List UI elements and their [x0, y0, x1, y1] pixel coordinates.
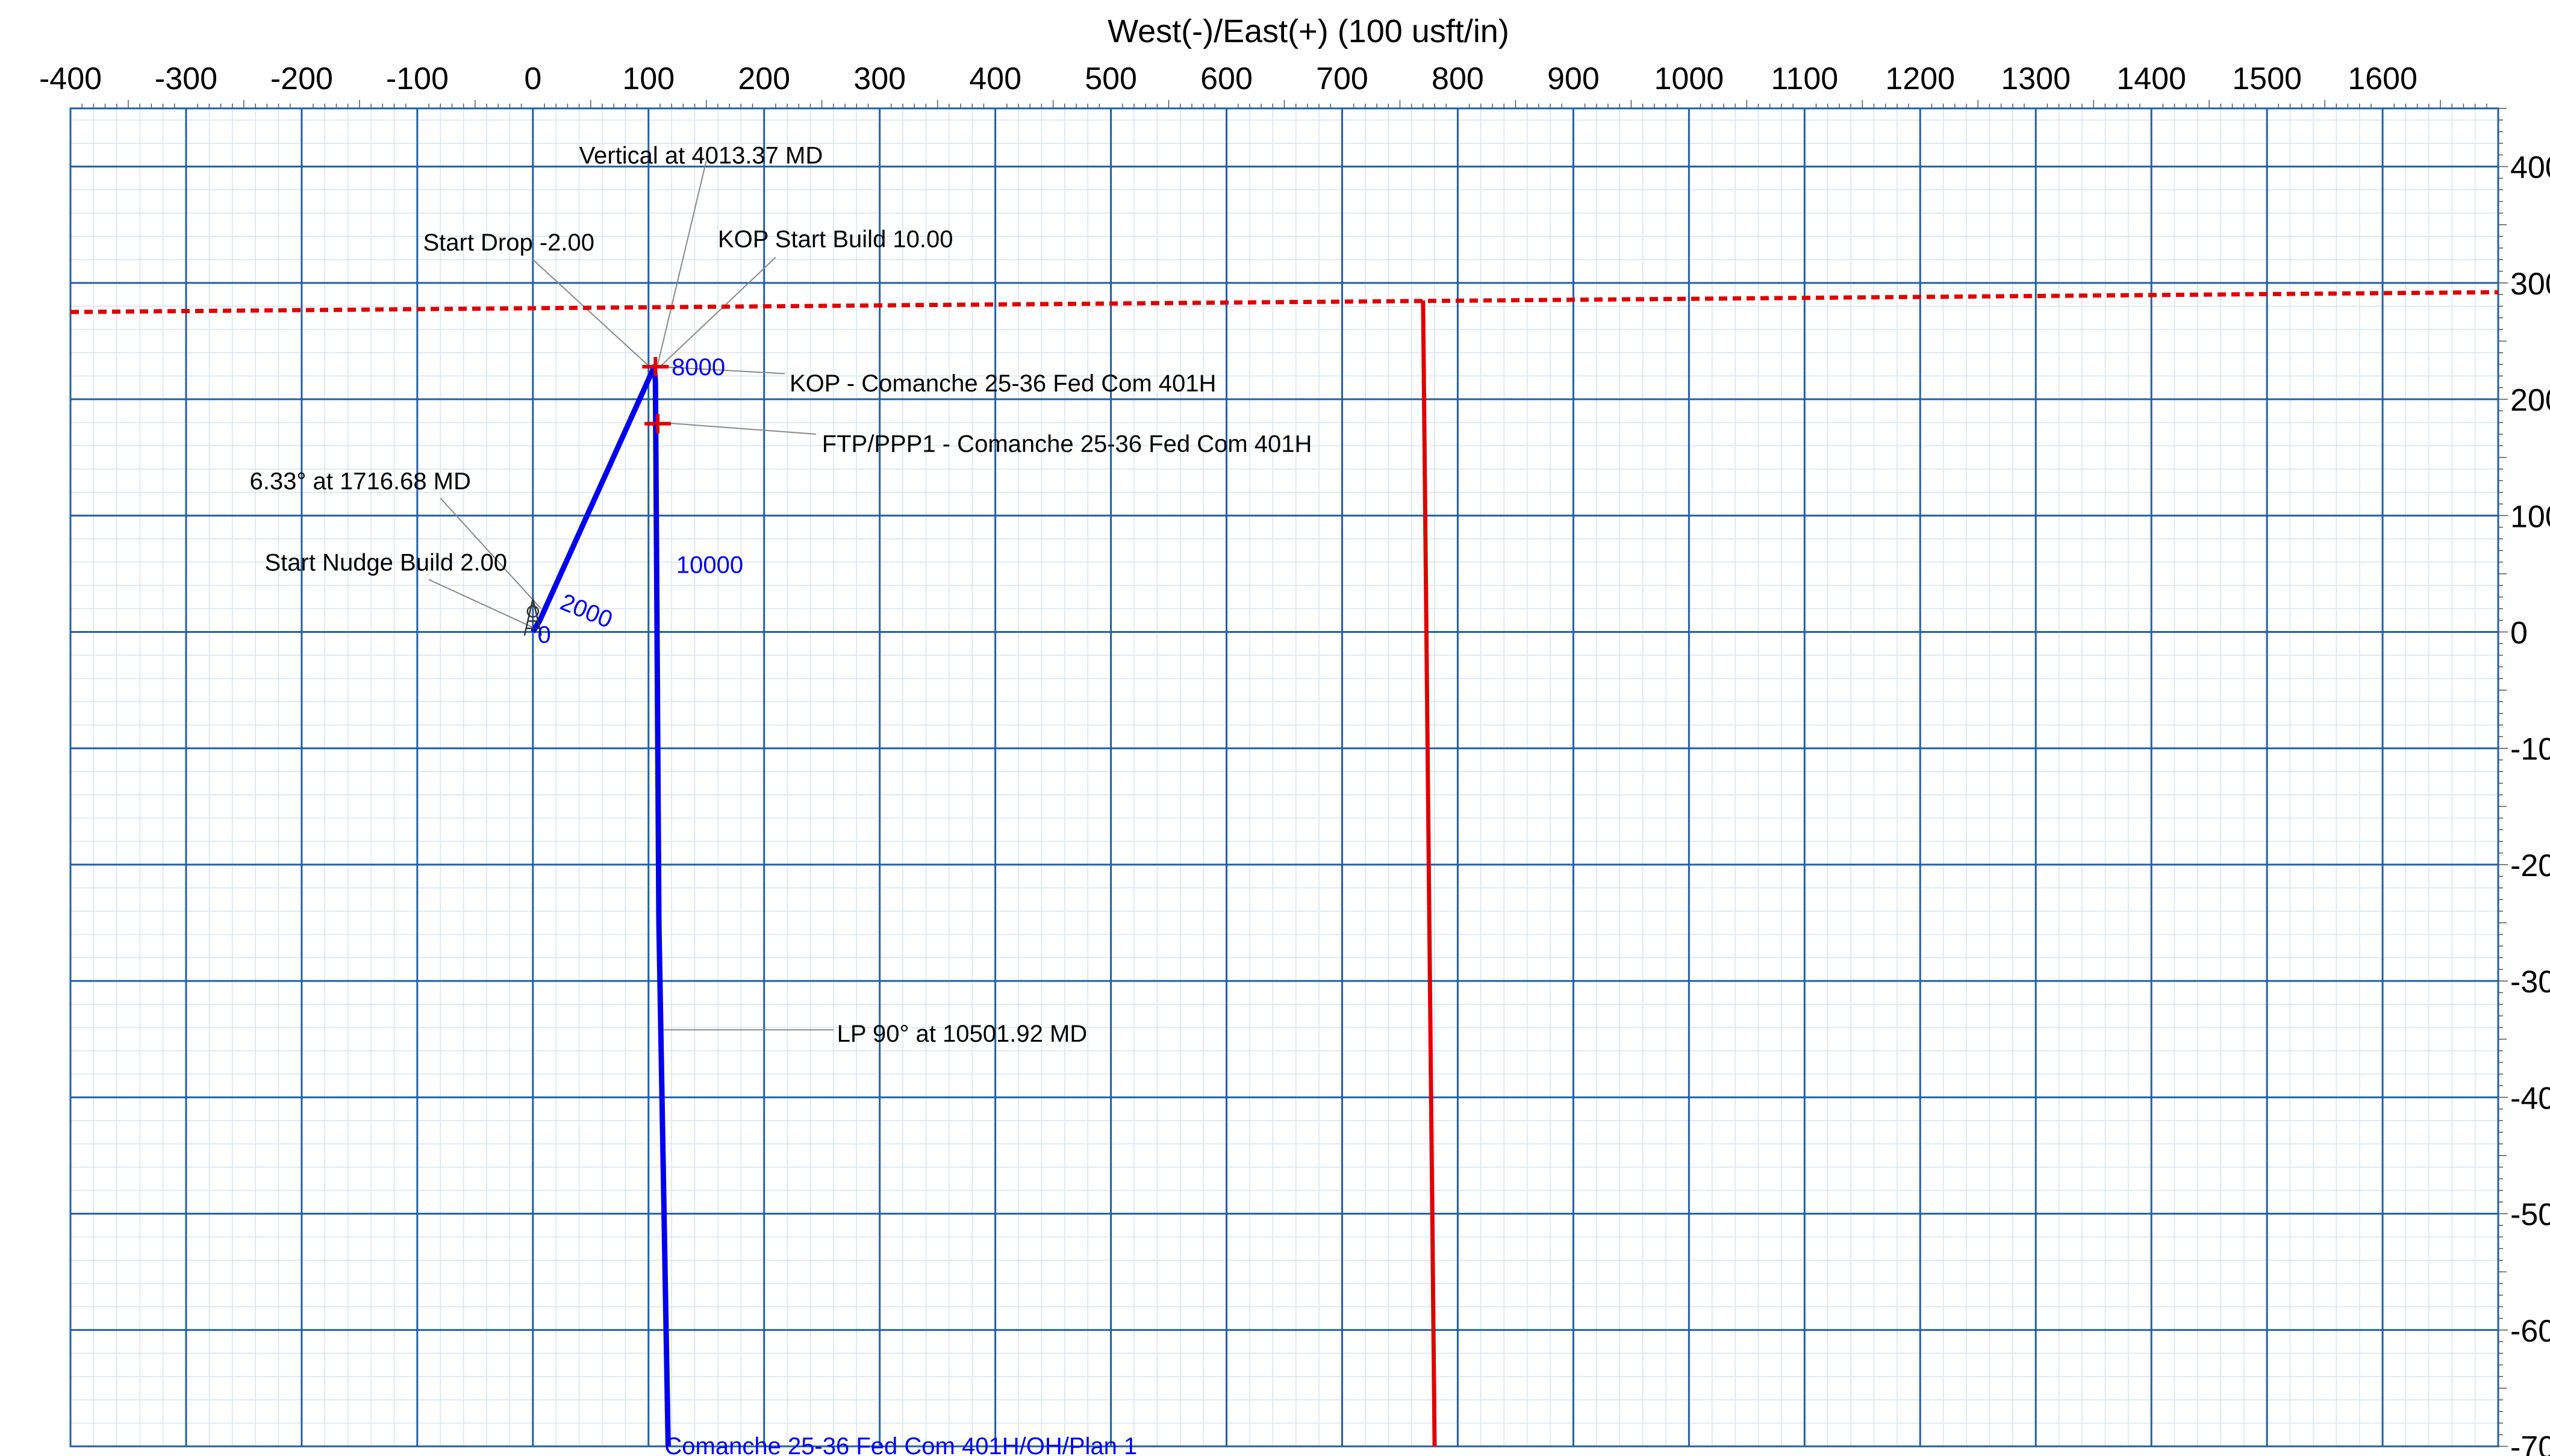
- boundary-line-dashed: [70, 290, 2499, 314]
- x-tick-label: -400: [39, 61, 102, 96]
- annotation-label: KOP - Comanche 25-36 Fed Com 401H: [790, 370, 1217, 397]
- x-tick-label: -200: [270, 61, 333, 96]
- x-tick-label: 1300: [2001, 61, 2071, 96]
- y-tick-label: 300: [2510, 267, 2550, 302]
- x-tick-label: 1100: [1771, 61, 1838, 96]
- md-label: 10000: [676, 552, 743, 578]
- x-axis-title: West(-)/East(+) (100 usft/in): [1108, 13, 1509, 49]
- y-tick-labels: 400 300 200 100 0 -100 -200 -300 -400 -500 -600 -70…: [2510, 151, 2550, 1456]
- y-tick-label: -100: [2510, 732, 2550, 767]
- md-label: 0: [537, 621, 550, 648]
- x-tick-label: 0: [524, 61, 541, 96]
- y-tick-label: 200: [2510, 383, 2550, 418]
- annotation-leader: [428, 579, 536, 629]
- annotation-labels: Vertical at 4013.37 MD Start Drop -2.00 KO…: [250, 142, 1312, 1047]
- x-tick-label: 200: [738, 61, 790, 96]
- annotation-leader: [659, 422, 817, 435]
- rig-icon: [523, 599, 543, 636]
- plan-label: Comanche 25-36 Fed Com 401H/OH/Plan 1: [664, 1433, 1137, 1456]
- y-tick-label: 400: [2510, 151, 2550, 185]
- x-tick-labels: -400 -300 -200 -100 0 100 200 300 400 500 600 700 80…: [39, 61, 2418, 96]
- target-markers: [642, 356, 672, 434]
- y-tick-label: -200: [2510, 848, 2550, 883]
- annotation-leader: [657, 160, 707, 365]
- boundary-lines: [70, 290, 2499, 1447]
- x-tick-label: 700: [1316, 61, 1368, 96]
- annotation-label: 6.33° at 1716.68 MD: [250, 468, 471, 494]
- y-tick-label: -700: [2510, 1430, 2550, 1456]
- x-tick-label: 1600: [2348, 61, 2418, 96]
- x-tick-label: 800: [1432, 61, 1484, 96]
- x-tick-label: 300: [853, 61, 906, 96]
- x-tick-label: 100: [622, 61, 675, 96]
- y-tick-label: -600: [2510, 1314, 2550, 1349]
- md-label: 8000: [672, 354, 725, 381]
- annotation-leader: [659, 366, 785, 375]
- annotation-leader: [532, 259, 652, 369]
- annotation-label: FTP/PPP1 - Comanche 25-36 Fed Com 401H: [822, 431, 1312, 457]
- x-tick-label: -300: [155, 61, 217, 96]
- annotation-label: KOP Start Build 10.00: [718, 226, 953, 252]
- x-tick-label: 600: [1200, 61, 1253, 96]
- rig-icon-shape: [523, 599, 543, 636]
- y-tick-label: 100: [2510, 499, 2550, 534]
- y-tick-label: -400: [2510, 1081, 2550, 1116]
- y-tick-label: 0: [2510, 615, 2528, 650]
- x-tick-label: 500: [1085, 61, 1137, 96]
- rig-icon-shape: [526, 605, 540, 618]
- annotation-label: Start Nudge Build 2.00: [264, 550, 507, 576]
- x-tick-label: 900: [1547, 61, 1600, 96]
- annotation-leaders: [428, 160, 834, 1031]
- y-tick-label: -500: [2510, 1198, 2550, 1233]
- x-tick-label: 400: [969, 61, 1021, 96]
- y-tick-label: -300: [2510, 965, 2550, 1000]
- minor-ticks: [81, 100, 2508, 1447]
- annotation-label: LP 90° at 10501.92 MD: [837, 1021, 1088, 1047]
- annotation-leader: [440, 497, 541, 609]
- annotation-label: Start Drop -2.00: [423, 229, 594, 256]
- x-tick-label: 1400: [2116, 61, 2186, 96]
- x-tick-label: 1500: [2232, 61, 2302, 96]
- annotation-leader: [659, 257, 776, 367]
- boundary-line-solid: [1421, 300, 1437, 1447]
- minor-grid: [70, 108, 2498, 1446]
- major-grid: [69, 108, 2499, 1448]
- annotation-label: Vertical at 4013.37 MD: [579, 142, 823, 169]
- x-tick-label: -100: [386, 61, 449, 96]
- x-tick-label: 1000: [1654, 61, 1724, 96]
- x-tick-label: 1200: [1885, 61, 1955, 96]
